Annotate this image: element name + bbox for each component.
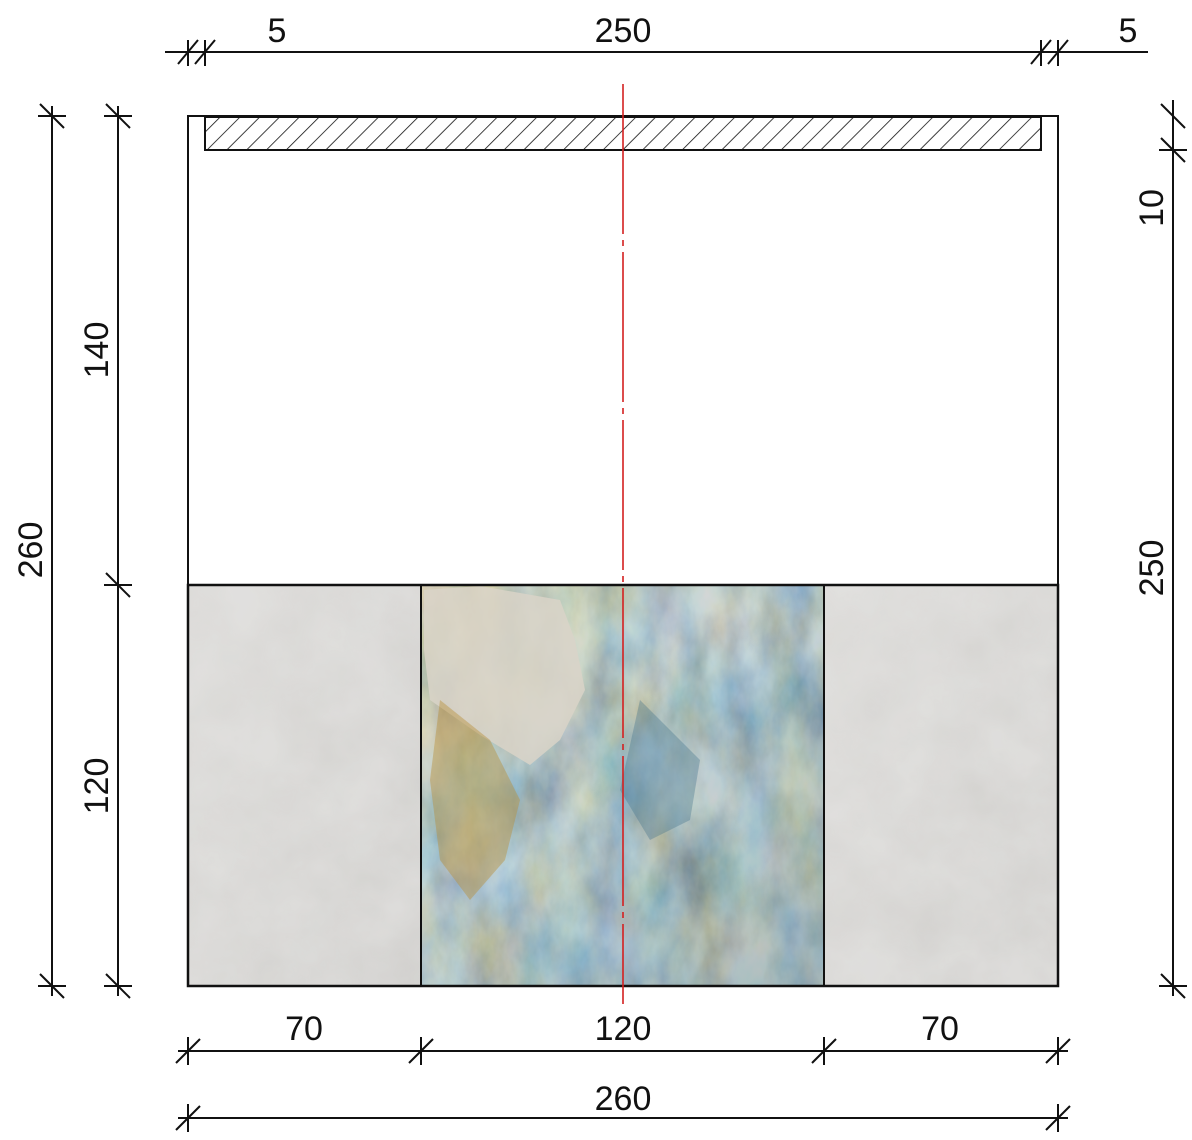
- stone-light-vein: [424, 586, 585, 765]
- dim-top-right: 5: [1119, 12, 1138, 50]
- dim-top-left: 5: [268, 12, 287, 50]
- dim-top-center: 250: [595, 12, 652, 50]
- dim-bottom-total: 260: [595, 1080, 652, 1118]
- dim-right-total: 250: [1133, 540, 1171, 597]
- top-dimension-chain: 5 250 5: [165, 12, 1148, 66]
- dim-bottom-right: 70: [921, 1010, 959, 1048]
- dim-left-upper: 140: [78, 322, 116, 379]
- dim-bottom-left: 70: [285, 1010, 323, 1048]
- dim-right-small: 10: [1133, 189, 1171, 227]
- dim-left-lower: 120: [78, 758, 116, 815]
- dim-bottom-center: 120: [595, 1010, 652, 1048]
- dim-left-outer: 260: [12, 522, 50, 579]
- bottom-dimension-chain: 70 120 70: [175, 1010, 1071, 1065]
- left-inner-dimension: 140 120: [78, 103, 132, 999]
- left-outer-dimension: 260: [12, 103, 66, 999]
- bottom-total-dimension: 260: [175, 1080, 1071, 1132]
- right-dimension-chain: 10 250: [1133, 100, 1187, 999]
